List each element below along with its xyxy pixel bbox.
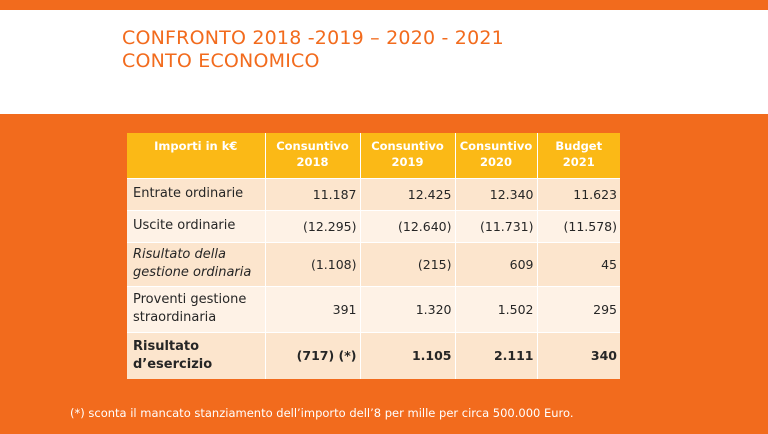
row-label-proventi: Proventi gestione straordinaria (127, 285, 266, 332)
row-label-line1: Proventi gestione (133, 292, 247, 307)
cell-value: 295 (537, 285, 620, 332)
row-label-line2: straordinaria (133, 310, 217, 325)
header-consuntivo-2018-line1: Consuntivo (276, 139, 349, 153)
table-row: Uscite ordinarie (12.295) (12.640) (11.7… (127, 209, 620, 242)
title-line-2: CONTO ECONOMICO (122, 50, 320, 72)
row-label-uscite: Uscite ordinarie (127, 209, 266, 242)
cell-value: (12.640) (360, 209, 456, 242)
cell-value: 11.187 (265, 177, 361, 210)
cell-value: 11.623 (537, 177, 620, 210)
header-consuntivo-2018-line2: 2018 (296, 155, 329, 169)
cell-value: (1.108) (265, 241, 361, 286)
header-budget-2021: Budget 2021 (537, 133, 620, 178)
row-label-line2: d’esercizio (133, 356, 213, 372)
row-label-risultato-gestione: Risultato della gestione ordinaria (127, 241, 266, 286)
row-label-line1: Risultato della (133, 247, 226, 262)
row-label-line2: gestione ordinaria (133, 265, 252, 280)
header-consuntivo-2020-line2: 2020 (479, 155, 512, 169)
row-label-risultato-esercizio: Risultato d’esercizio (127, 331, 266, 379)
income-statement-table: Importi in k€ Consuntivo 2018 Consuntivo… (127, 133, 620, 379)
cell-value: 12.425 (360, 177, 456, 210)
table-row: Risultato della gestione ordinaria (1.10… (127, 241, 620, 286)
header-importi-label: Importi in k€ (154, 139, 238, 153)
header-consuntivo-2018: Consuntivo 2018 (265, 133, 361, 178)
cell-value: (12.295) (265, 209, 361, 242)
cell-value: 340 (537, 331, 620, 379)
cell-value: (11.578) (537, 209, 620, 242)
cell-value: 1.502 (455, 285, 538, 332)
cell-value: 1.320 (360, 285, 456, 332)
cell-value: 1.105 (360, 331, 456, 379)
cell-value: (717) (*) (265, 331, 361, 379)
top-accent-bar (0, 0, 768, 10)
header-budget-2021-line1: Budget (555, 139, 603, 153)
row-label-entrate: Entrate ordinarie (127, 177, 266, 210)
slide-title: CONFRONTO 2018 -2019 – 2020 - 2021 CONTO… (122, 27, 504, 73)
cell-value: 609 (455, 241, 538, 286)
header-importi: Importi in k€ (127, 133, 266, 178)
table-row: Risultato d’esercizio (717) (*) 1.105 2.… (127, 331, 620, 379)
header-budget-2021-line2: 2021 (562, 155, 595, 169)
cell-value: 45 (537, 241, 620, 286)
cell-value: (11.731) (455, 209, 538, 242)
header-consuntivo-2019-line2: 2019 (391, 155, 424, 169)
slide-header: CONFRONTO 2018 -2019 – 2020 - 2021 CONTO… (0, 10, 768, 114)
header-consuntivo-2019-line1: Consuntivo (371, 139, 444, 153)
header-consuntivo-2020-line1: Consuntivo (459, 139, 533, 153)
header-consuntivo-2020: Consuntivo 2020 (455, 133, 538, 178)
cell-value: 2.111 (455, 331, 538, 379)
header-consuntivo-2019: Consuntivo 2019 (360, 133, 456, 178)
table-row: Entrate ordinarie 11.187 12.425 12.340 1… (127, 177, 620, 210)
cell-value: 391 (265, 285, 361, 332)
footnote: (*) sconta il mancato stanziamento dell’… (70, 406, 574, 420)
cell-value: 12.340 (455, 177, 538, 210)
table-header-row: Importi in k€ Consuntivo 2018 Consuntivo… (127, 133, 620, 178)
table-row: Proventi gestione straordinaria 391 1.32… (127, 285, 620, 332)
cell-value: (215) (360, 241, 456, 286)
row-label-line1: Risultato (133, 338, 200, 354)
title-line-1: CONFRONTO 2018 -2019 – 2020 - 2021 (122, 27, 504, 49)
